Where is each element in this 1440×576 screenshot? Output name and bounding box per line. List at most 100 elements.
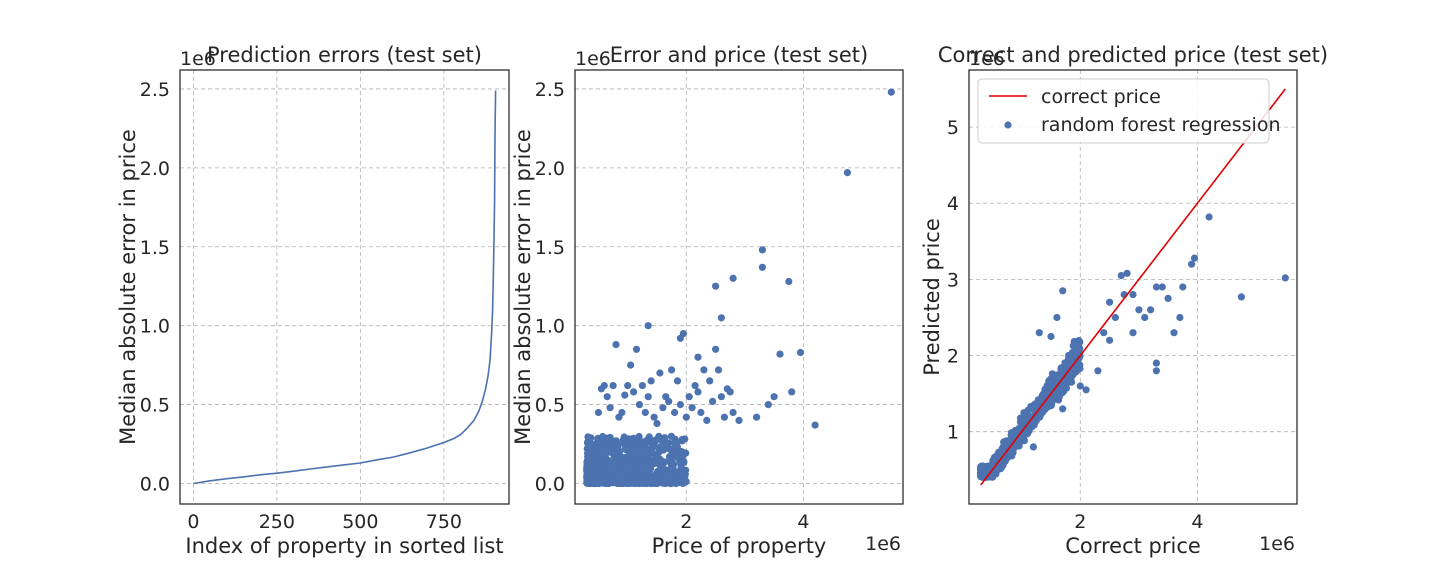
scatter-point <box>691 382 699 390</box>
scatter-point <box>1052 371 1060 379</box>
scatter-point <box>758 246 767 254</box>
plot-frame <box>179 69 510 505</box>
scatter-point <box>1059 287 1067 295</box>
scatter-point <box>796 348 805 357</box>
chart-title: Error and price (test set) <box>610 43 868 67</box>
scatter-point <box>1205 213 1213 221</box>
scatter-point <box>729 274 737 282</box>
scatter-points <box>583 88 895 488</box>
y-axis-label: Predicted price <box>920 218 944 376</box>
scatter-point <box>590 468 599 476</box>
scatter-point <box>1047 332 1055 341</box>
y-axis-label: Median absolute error in price <box>116 129 140 445</box>
scatter-point <box>785 277 793 286</box>
scatter-point <box>640 457 649 465</box>
scatter-point <box>1069 371 1077 379</box>
scatter-point <box>697 408 705 417</box>
scatter-point <box>1048 390 1056 398</box>
scatter-point <box>644 437 653 445</box>
scatter-point <box>1035 329 1043 337</box>
scatter-point <box>735 416 743 424</box>
y-offset-text: 1e6 <box>969 48 1005 70</box>
scatter-point <box>726 388 734 396</box>
scatter-point <box>641 408 649 417</box>
scatter-point <box>625 441 633 449</box>
scatter-point <box>887 88 895 96</box>
y-tick-label: 2.5 <box>140 79 170 101</box>
scatter-point <box>776 350 784 358</box>
scatter-point <box>677 462 685 470</box>
x-axis-label: Price of property <box>652 534 827 558</box>
scatter-point <box>668 449 676 457</box>
chart-title: Correct and predicted price (test set) <box>938 43 1328 67</box>
scatter-point <box>717 393 726 401</box>
scatter-point <box>1063 378 1071 386</box>
scatter-point <box>685 393 693 401</box>
scatter-point <box>811 421 819 429</box>
legend-label-random-forest: random forest regression <box>1041 114 1281 136</box>
scatter-point <box>632 345 641 353</box>
scatter-point <box>667 432 676 440</box>
legend-label-correct-price: correct price <box>1041 86 1161 108</box>
scatter-point <box>1106 298 1114 306</box>
scatter-point <box>1082 386 1090 394</box>
scatter-point <box>671 408 679 417</box>
scatter-point <box>644 451 653 459</box>
scatter-point <box>606 404 614 412</box>
y-tick-label: 1 <box>947 422 959 444</box>
x-tick-label: 750 <box>426 511 462 533</box>
chart-title: Prediction errors (test set) <box>207 43 482 67</box>
scatter-point <box>1106 336 1114 344</box>
scatter-point <box>1032 407 1040 415</box>
scatter-point <box>655 455 664 463</box>
scatter-point <box>643 479 651 488</box>
scatter-point <box>1170 329 1178 337</box>
y-tick-label: 1.0 <box>140 316 170 338</box>
scatter-point <box>1075 340 1083 348</box>
scatter-point <box>613 477 621 485</box>
x-offset-text: 1e6 <box>865 533 901 555</box>
y-tick-label: 2.0 <box>535 158 565 180</box>
scatter-point <box>662 470 671 479</box>
y-tick-label: 0.5 <box>140 395 170 417</box>
scatter-point <box>598 469 606 477</box>
scatter-point <box>1176 313 1184 322</box>
x-tick-label: 2 <box>680 511 692 533</box>
scatter-point <box>609 382 617 390</box>
scatter-point <box>1141 313 1149 322</box>
scatter-point <box>1129 329 1137 337</box>
scatter-point <box>612 441 620 449</box>
scatter-points <box>977 213 1289 481</box>
scatter-point <box>1179 283 1187 291</box>
y-tick-label: 0.5 <box>535 395 565 417</box>
scatter-point <box>659 404 667 412</box>
scatter-point <box>668 366 676 374</box>
scatter-point <box>618 408 626 417</box>
scatter-point <box>1016 414 1025 422</box>
scatter-point <box>1094 367 1102 375</box>
scatter-point <box>714 366 723 374</box>
scatter-point <box>694 388 702 396</box>
y-tick-label: 1.5 <box>140 237 170 259</box>
scatter-point <box>676 401 685 409</box>
scatter-point <box>603 479 611 487</box>
scatter-point <box>1042 388 1050 396</box>
x-tick-label: 250 <box>259 511 295 533</box>
scatter-point <box>594 408 603 417</box>
scatter-point <box>624 382 632 390</box>
scatter-point <box>634 435 642 443</box>
scatter-point <box>651 438 659 446</box>
scatter-point <box>843 169 852 177</box>
scatter-point <box>1188 260 1196 268</box>
y-axis-label: Median absolute error in price <box>511 129 535 445</box>
y-tick-labels: 0.0 0.5 1.0 1.5 2.0 2.5 <box>535 79 565 496</box>
scatter-point <box>647 377 655 385</box>
grid <box>180 70 509 504</box>
scatter-point <box>1020 409 1028 417</box>
scatter-point <box>681 472 689 480</box>
y-tick-label: 1.0 <box>535 316 565 338</box>
y-tick-label: 3 <box>947 269 959 291</box>
